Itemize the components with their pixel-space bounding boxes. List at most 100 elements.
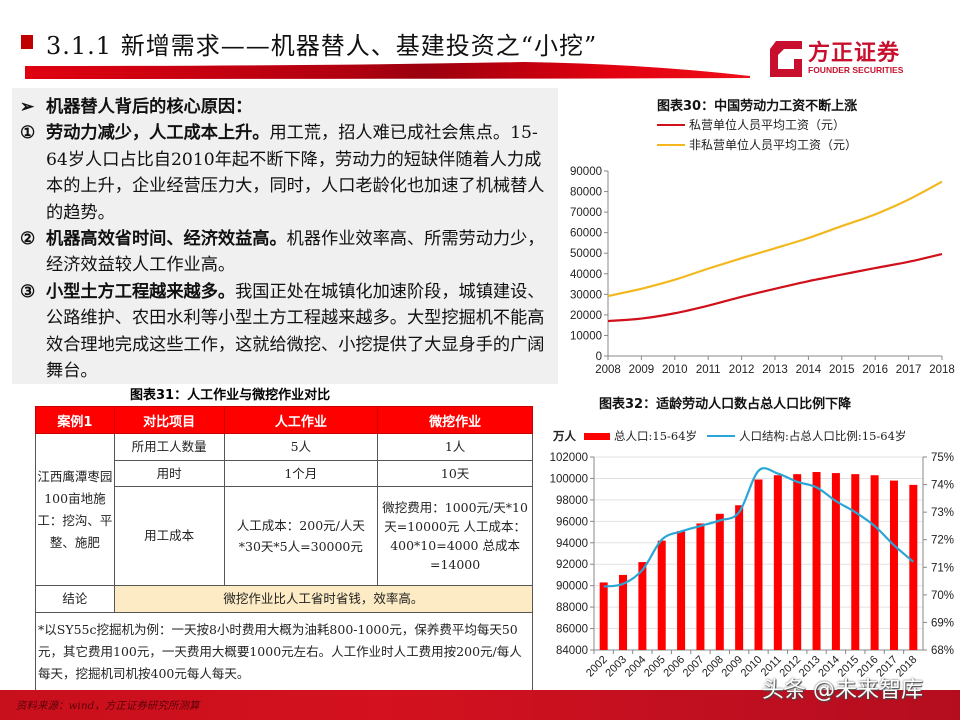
heading-text: 机器替人背后的核心原因： bbox=[46, 97, 253, 117]
title-underline-swoosh bbox=[25, 62, 750, 79]
logo-en-text: FOUNDER SECURITIES bbox=[808, 65, 904, 75]
svg-text:2003: 2003 bbox=[603, 654, 629, 680]
mini-cell: 1人 bbox=[377, 433, 533, 461]
mini-cell: 10天 bbox=[377, 460, 533, 487]
item-cell: 所用工人数量 bbox=[113, 433, 225, 461]
chart30-legend-private: 私营单位人员平均工资（元） bbox=[657, 116, 845, 133]
svg-text:2005: 2005 bbox=[642, 654, 668, 680]
table-row: 用工成本 人工成本：200元/人天*30天*5人=30000元 微挖费用：100… bbox=[36, 486, 533, 586]
core-reasons-heading: ➢ 机器替人背后的核心原因： bbox=[20, 94, 550, 120]
logo-cn-text: 方正证券 bbox=[808, 41, 901, 66]
founder-securities-logo: 方正证券 FOUNDER SECURITIES bbox=[768, 37, 938, 81]
svg-text:69%: 69% bbox=[931, 617, 954, 629]
svg-text:94000: 94000 bbox=[556, 538, 588, 550]
svg-text:2004: 2004 bbox=[623, 654, 649, 680]
svg-text:2015: 2015 bbox=[829, 364, 855, 376]
svg-text:73%: 73% bbox=[931, 507, 954, 519]
col-header-item: 对比项目 bbox=[113, 406, 225, 434]
svg-text:90000: 90000 bbox=[556, 581, 588, 593]
svg-text:2009: 2009 bbox=[629, 364, 655, 376]
svg-text:40000: 40000 bbox=[570, 269, 602, 281]
svg-text:102000: 102000 bbox=[550, 452, 588, 464]
legend-line-blue-icon bbox=[707, 435, 736, 437]
svg-text:20000: 20000 bbox=[570, 310, 602, 322]
svg-text:0: 0 bbox=[596, 351, 602, 363]
page-title: 3.1.1 新增需求——机器替人、基建投资之“小挖” bbox=[46, 32, 598, 60]
svg-text:2013: 2013 bbox=[762, 364, 788, 376]
legend-line-red-icon bbox=[657, 123, 685, 126]
svg-text:70000: 70000 bbox=[570, 207, 602, 219]
reason-2-bold: 机器高效省时间、经济效益高。 bbox=[46, 229, 287, 250]
population-bar-line-chart: 84000 86000 88000 90000 92000 94000 96000 98000… bbox=[550, 452, 954, 680]
svg-text:2010: 2010 bbox=[739, 654, 765, 680]
manual-cell: 人工成本：200元/人天*30天*5人=30000元 bbox=[223, 486, 379, 586]
svg-text:70%: 70% bbox=[931, 590, 954, 602]
svg-text:2008: 2008 bbox=[595, 364, 621, 376]
svg-text:2016: 2016 bbox=[862, 364, 888, 376]
reason-1-text: 用工荒，招人难已成社会焦点。15-64岁人口占比自2010年起不断下降，劳动力的… bbox=[46, 123, 545, 223]
case-label-cell: 江西鹰潭枣园100亩地施工：挖沟、平整、施肥 bbox=[35, 433, 115, 586]
reason-1-bold: 劳动力减少，人工成本上升。 bbox=[46, 123, 270, 144]
item-cell: 用时 bbox=[113, 460, 225, 487]
table-row: 江西鹰潭枣园100亩地施工：挖沟、平整、施肥 所用工人数量 5人 1人 bbox=[35, 433, 533, 586]
legend-line-yellow-icon bbox=[657, 143, 685, 146]
legend-bar-red-icon bbox=[584, 432, 610, 440]
watermark: 头条 @未来智库 bbox=[762, 678, 923, 703]
source-note: 资料来源：wind，方正证券研究所测算 bbox=[16, 700, 200, 712]
svg-text:2011: 2011 bbox=[696, 364, 721, 376]
table31-caption: 图表31：人工作业与微挖作业对比 bbox=[130, 388, 331, 403]
svg-text:50000: 50000 bbox=[570, 248, 602, 260]
svg-text:92000: 92000 bbox=[556, 559, 588, 571]
col-header-mini: 微挖作业 bbox=[377, 406, 533, 434]
table-header-row: 案例1 对比项目 人工作业 微挖作业 bbox=[35, 406, 533, 434]
svg-text:98000: 98000 bbox=[556, 495, 588, 507]
svg-text:2014: 2014 bbox=[796, 364, 822, 376]
svg-text:2006: 2006 bbox=[661, 654, 687, 680]
svg-text:2018: 2018 bbox=[929, 364, 955, 376]
svg-text:80000: 80000 bbox=[570, 187, 602, 199]
svg-text:2007: 2007 bbox=[681, 654, 707, 680]
svg-text:71%: 71% bbox=[931, 562, 954, 574]
svg-text:2012: 2012 bbox=[729, 364, 755, 376]
logo-mark-icon bbox=[770, 41, 802, 77]
core-reasons-box: ➢ 机器替人背后的核心原因： ① 劳动力减少，人工成本上升。用工荒，招人难已成社… bbox=[12, 88, 558, 384]
item-cell: 用工成本 bbox=[113, 486, 225, 586]
table-footnote: *以SY55c挖掘机为例：一天按8小时费用大概为油耗800-1000元，保养费平… bbox=[35, 612, 533, 692]
svg-text:60000: 60000 bbox=[570, 228, 602, 240]
svg-text:100000: 100000 bbox=[550, 473, 588, 485]
chart32-title: 图表32：适龄劳动人口数占总人口比例下降 bbox=[599, 397, 852, 412]
table-row: 用时 1个月 10天 bbox=[36, 460, 533, 487]
chart30-legend-nonprivate: 非私营单位人员平均工资（元） bbox=[657, 136, 857, 153]
arrow-bullet-icon: ➢ bbox=[20, 97, 35, 117]
svg-text:2002: 2002 bbox=[584, 654, 610, 680]
conclusion-label: 结论 bbox=[35, 585, 115, 613]
chart32-legend: 万人 总人口:15-64岁 人口结构:占总人口比例:15-64岁 bbox=[553, 428, 906, 444]
svg-text:2008: 2008 bbox=[700, 654, 726, 680]
circled-number-3: ③ bbox=[20, 281, 36, 302]
svg-text:88000: 88000 bbox=[556, 602, 588, 614]
svg-text:96000: 96000 bbox=[556, 516, 588, 528]
legend-label-ratio: 人口结构:占总人口比例:15-64岁 bbox=[739, 429, 907, 443]
svg-text:2010: 2010 bbox=[662, 364, 688, 376]
conclusion-row: 结论 微挖作业比人工省时省钱，效率高。 bbox=[35, 585, 534, 613]
svg-text:30000: 30000 bbox=[570, 289, 602, 301]
col-header-case: 案例1 bbox=[35, 406, 115, 434]
mini-cell: 微挖费用：1000元/天*10天=10000元 人工成本：400*10=4000… bbox=[377, 486, 533, 586]
svg-text:74%: 74% bbox=[931, 480, 954, 492]
circled-number-1: ① bbox=[20, 123, 36, 144]
manual-cell: 1个月 bbox=[223, 460, 379, 487]
reason-3-bold: 小型土方工程越来越多。 bbox=[46, 281, 236, 302]
svg-text:75%: 75% bbox=[931, 452, 954, 464]
svg-text:90000: 90000 bbox=[570, 166, 602, 178]
svg-text:10000: 10000 bbox=[570, 330, 602, 342]
conclusion-text: 微挖作业比人工省时省钱，效率高。 bbox=[113, 585, 534, 613]
reason-3-text: 我国正处在城镇化加速阶段，城镇建设、公路维护、农田水利等小型土方工程越来越多。大… bbox=[46, 281, 545, 382]
svg-text:72%: 72% bbox=[931, 535, 954, 547]
svg-text:2017: 2017 bbox=[896, 364, 922, 376]
manual-vs-mini-excavator-table: 案例1 对比项目 人工作业 微挖作业 江西鹰潭枣园100亩地施工：挖沟、平整、施… bbox=[35, 406, 534, 692]
left-axis-unit: 万人 bbox=[553, 429, 576, 443]
manual-cell: 5人 bbox=[223, 433, 379, 461]
svg-text:86000: 86000 bbox=[556, 624, 588, 636]
circled-number-2: ② bbox=[20, 229, 36, 250]
legend-label-population: 总人口:15-64岁 bbox=[614, 429, 698, 443]
